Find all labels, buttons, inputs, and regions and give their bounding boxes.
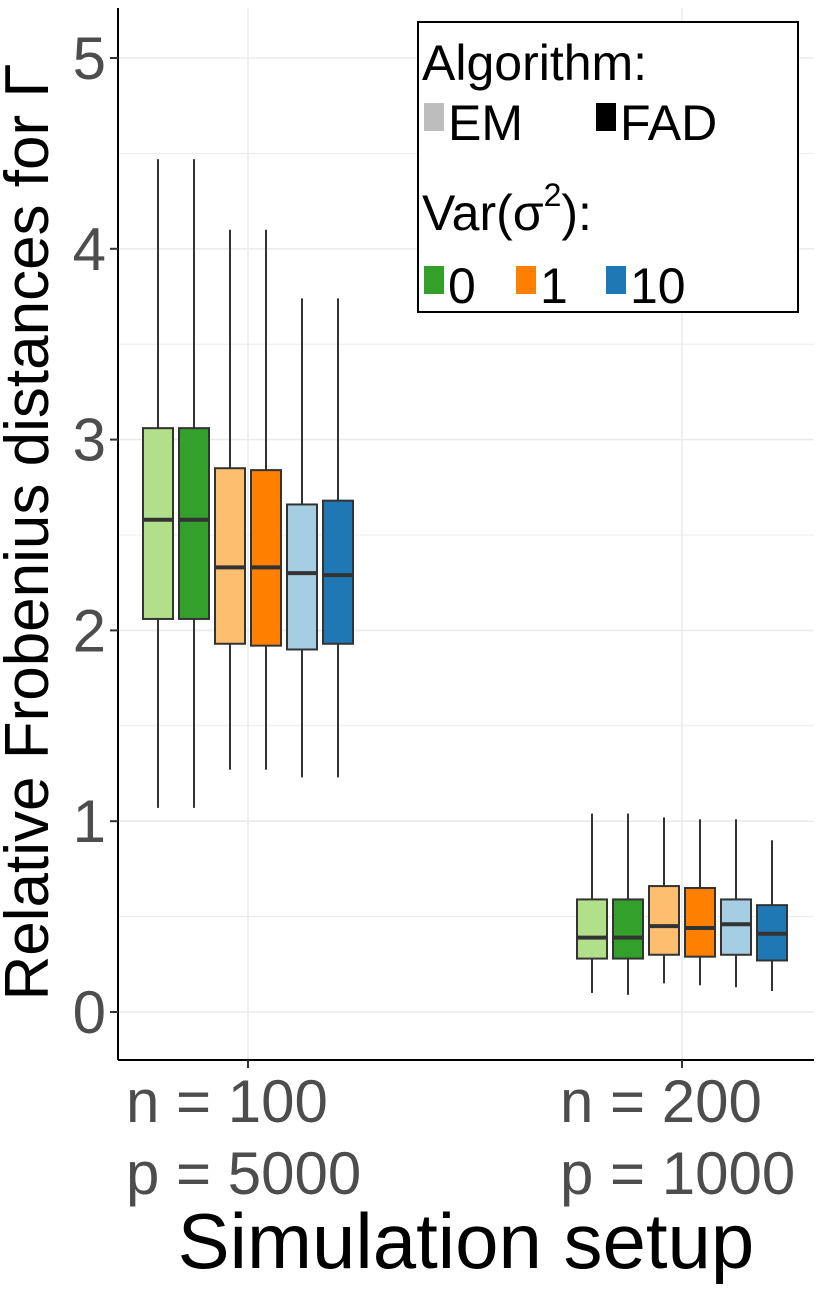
- x-tick-label-line2: p = 5000: [126, 1140, 361, 1207]
- box-fad-var1-cat1: [250, 229, 282, 770]
- legend-var-sup: 2: [544, 177, 562, 213]
- legend-title-algorithm: Algorithm:: [422, 35, 647, 91]
- box-iqr: [178, 427, 210, 620]
- box-iqr: [576, 898, 608, 960]
- y-tick-label: 2: [73, 597, 106, 664]
- y-tick-label: 1: [73, 788, 106, 855]
- box-iqr: [648, 885, 680, 956]
- legend-key-var-1: [516, 266, 536, 294]
- axis-layer: [110, 8, 814, 1068]
- y-axis-title: Relative Frobenius distances for Γ: [0, 63, 62, 1000]
- box-em-var10-cat2: [720, 819, 752, 988]
- legend-key-var-10: [606, 266, 626, 294]
- box-em-var0-cat1: [142, 159, 174, 808]
- box-iqr: [214, 467, 246, 645]
- legend-title-var: Var(σ2):: [422, 177, 592, 241]
- legend-var-suffix: ):: [561, 185, 592, 241]
- y-tick-label: 0: [73, 979, 106, 1046]
- legend-label-var-0: 0: [448, 258, 476, 314]
- legend-box: [417, 21, 799, 313]
- legend: Algorithm: EM FAD Var(σ2): 0 1 10: [417, 21, 799, 314]
- legend-label-em: EM: [448, 95, 523, 151]
- box-iqr: [684, 886, 716, 958]
- y-tick-label: 4: [73, 216, 106, 283]
- legend-label-fad: FAD: [620, 95, 717, 151]
- y-tick-labels: 0 1 2 3 4 5: [73, 25, 106, 1046]
- legend-var-prefix: Var(σ: [422, 185, 544, 241]
- box-fad-var0-cat1: [178, 159, 210, 808]
- legend-key-em: [424, 103, 444, 131]
- box-em-var10-cat1: [286, 298, 318, 778]
- y-tick-label: 3: [73, 407, 106, 474]
- legend-key-var-0: [424, 266, 444, 294]
- legend-label-var-10: 10: [630, 258, 686, 314]
- box-fad-var0-cat2: [612, 813, 644, 995]
- legend-label-var-1: 1: [540, 258, 568, 314]
- box-em-var1-cat1: [214, 229, 246, 770]
- legend-var-items: 0 1 10: [424, 258, 686, 314]
- box-fad-var10-cat1: [322, 298, 354, 778]
- box-em-var1-cat2: [648, 817, 680, 984]
- box-fad-var1-cat2: [684, 819, 716, 986]
- y-tick-label: 5: [73, 25, 106, 92]
- box-em-var0-cat2: [576, 813, 608, 993]
- x-tick-label-line2: p = 1000: [560, 1140, 795, 1207]
- x-tick-label-line1: n = 200: [560, 1068, 762, 1135]
- legend-algorithm-items: EM FAD: [424, 95, 717, 151]
- box-iqr: [322, 499, 354, 645]
- box-iqr: [250, 469, 282, 647]
- x-tick-label-line1: n = 100: [126, 1068, 328, 1135]
- box-iqr: [142, 427, 174, 620]
- box-layer: [142, 159, 788, 995]
- box-fad-var10-cat2: [756, 840, 788, 992]
- box-iqr: [720, 898, 752, 956]
- box-iqr: [612, 898, 644, 960]
- box-iqr: [286, 503, 318, 651]
- legend-key-fad: [596, 103, 616, 131]
- x-axis-title: Simulation setup: [178, 1197, 755, 1285]
